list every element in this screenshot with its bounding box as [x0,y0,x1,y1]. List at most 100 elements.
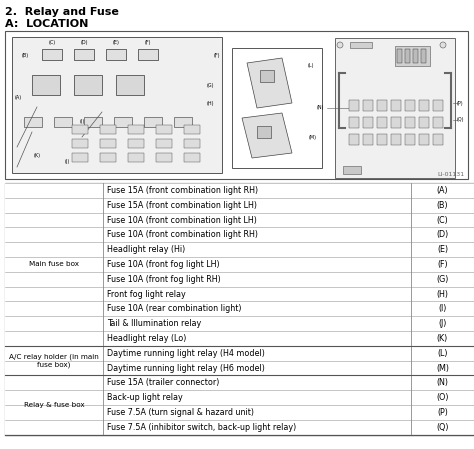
Text: (H): (H) [437,290,448,299]
Text: Fuse 10A (front combination light LH): Fuse 10A (front combination light LH) [107,216,257,224]
Text: (G): (G) [436,275,449,284]
Circle shape [440,42,446,48]
Bar [377,100,387,111]
Bar [5,212,474,227]
Bar [5,375,474,390]
Bar [405,134,415,145]
Bar [156,139,172,148]
Text: Back-up light relay: Back-up light relay [107,393,183,402]
Text: (F): (F) [145,40,151,45]
Bar [397,49,402,63]
Text: (D): (D) [437,230,448,239]
Bar [184,125,200,134]
Text: Fuse 10A (front fog light LH): Fuse 10A (front fog light LH) [107,260,219,269]
Text: Front fog light relay: Front fog light relay [107,290,186,299]
Text: Fuse 10A (front fog light RH): Fuse 10A (front fog light RH) [107,275,221,284]
Bar [114,117,132,127]
Text: (A): (A) [15,94,22,100]
Bar [433,100,443,111]
Bar [335,38,455,178]
Text: (K): (K) [437,334,448,343]
Bar [419,117,429,128]
Bar [349,100,359,111]
Text: (L): (L) [308,63,314,69]
Bar [260,70,274,82]
Text: (I): (I) [438,304,447,313]
Text: (E): (E) [112,40,119,45]
Bar [54,117,72,127]
Text: (C): (C) [437,216,448,224]
Bar [5,257,474,272]
Bar [5,301,474,316]
Bar [433,117,443,128]
Text: (Q): (Q) [436,423,449,431]
Bar [138,49,158,60]
Bar [349,117,359,128]
Text: (E): (E) [437,245,448,254]
Bar [128,153,144,162]
Text: (O): (O) [436,393,449,402]
Text: A:  LOCATION: A: LOCATION [5,19,88,29]
Text: (J): (J) [438,319,447,328]
Bar [100,125,116,134]
Bar [5,183,474,198]
Bar [391,117,401,128]
Bar [405,117,415,128]
Bar [363,117,373,128]
Bar [5,183,474,435]
Bar [106,49,126,60]
Text: (D): (D) [80,40,88,45]
Bar [100,153,116,162]
Text: Relay & fuse box: Relay & fuse box [24,402,84,408]
Text: Daytime running light relay (H6 model): Daytime running light relay (H6 model) [107,364,265,373]
Bar [391,100,401,111]
Bar [100,139,116,148]
Bar [343,166,361,174]
Bar [363,134,373,145]
Bar [391,134,401,145]
Text: (N): (N) [437,379,448,387]
Bar [5,316,474,331]
Bar [5,242,474,257]
Bar [72,153,88,162]
Bar [433,134,443,145]
Text: (I): (I) [79,119,85,124]
Text: Fuse 15A (front combination light RH): Fuse 15A (front combination light RH) [107,186,258,195]
Bar [184,139,200,148]
Bar [5,331,474,346]
Bar [156,153,172,162]
Bar [5,361,474,375]
Text: (P): (P) [457,101,464,106]
Text: (K): (K) [34,153,40,158]
Text: Headlight relay (Lo): Headlight relay (Lo) [107,334,186,343]
Bar [405,100,415,111]
Text: Daytime running light relay (H4 model): Daytime running light relay (H4 model) [107,349,265,358]
Bar [419,100,429,111]
Text: Fuse 7.5A (turn signal & hazard unit): Fuse 7.5A (turn signal & hazard unit) [107,408,254,417]
Bar [5,420,474,435]
Bar [32,75,60,95]
Text: (B): (B) [437,201,448,210]
Text: Headlight relay (Hi): Headlight relay (Hi) [107,245,185,254]
Bar [174,117,192,127]
Text: (B): (B) [22,53,29,57]
Text: Fuse 7.5A (inhibitor switch, back-up light relay): Fuse 7.5A (inhibitor switch, back-up lig… [107,423,296,431]
Text: (J): (J) [64,159,70,164]
Text: (A): (A) [437,186,448,195]
Bar [363,100,373,111]
Bar [5,198,474,212]
Text: Fuse 10A (rear combination light): Fuse 10A (rear combination light) [107,304,241,313]
Text: (O): (O) [329,184,337,189]
Text: A/C relay holder (in main fuse box): A/C relay holder (in main fuse box) [9,354,99,368]
Text: (P): (P) [437,408,448,417]
Bar [5,346,474,361]
Text: Fuse 10A (front combination light RH): Fuse 10A (front combination light RH) [107,230,258,239]
Bar [5,405,474,420]
Text: Tail & Illumination relay: Tail & Illumination relay [107,319,201,328]
Bar [5,390,474,405]
Text: (G): (G) [206,83,214,88]
Bar [232,48,322,168]
Bar [257,126,271,138]
Bar [350,42,372,48]
Bar [421,49,426,63]
